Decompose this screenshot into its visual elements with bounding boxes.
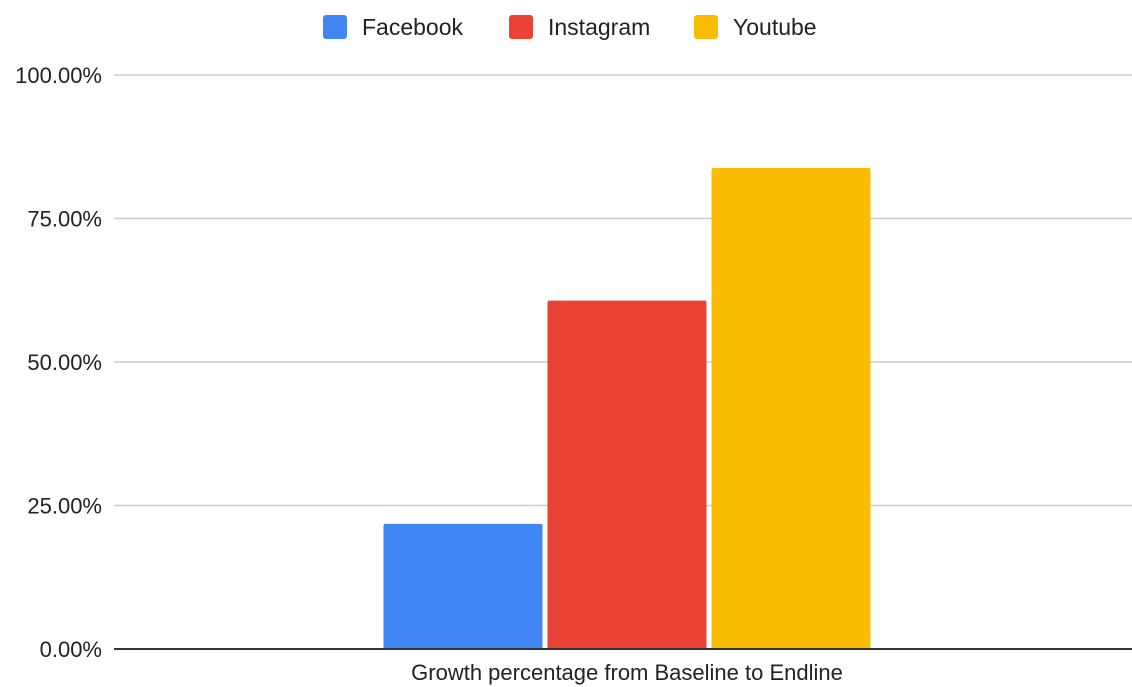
- legend-item-youtube[interactable]: Youtube: [694, 14, 817, 40]
- legend-label-facebook: Facebook: [362, 14, 464, 40]
- bar-facebook[interactable]: [383, 523, 543, 649]
- bar-youtube[interactable]: [711, 167, 871, 649]
- x-axis-category-label: Growth percentage from Baseline to Endli…: [411, 660, 843, 685]
- y-tick-label: 75.00%: [27, 207, 102, 232]
- legend-swatch-instagram: [509, 15, 533, 39]
- legend-item-facebook[interactable]: Facebook: [323, 14, 464, 40]
- bar-instagram[interactable]: [547, 300, 707, 649]
- legend-swatch-youtube: [694, 15, 718, 39]
- y-tick-label: 0.00%: [40, 637, 102, 662]
- y-tick-label: 50.00%: [27, 350, 102, 375]
- legend-item-instagram[interactable]: Instagram: [509, 14, 650, 40]
- y-tick-label: 25.00%: [27, 494, 102, 519]
- legend-label-youtube: Youtube: [733, 14, 817, 40]
- y-tick-label: 100.00%: [15, 63, 102, 88]
- legend-label-instagram: Instagram: [548, 14, 650, 40]
- chart-legend: Facebook Instagram Youtube: [323, 14, 817, 40]
- bars: [383, 167, 871, 649]
- y-axis-tick-labels: 0.00% 25.00% 50.00% 75.00% 100.00%: [15, 63, 102, 662]
- legend-swatch-facebook: [323, 15, 347, 39]
